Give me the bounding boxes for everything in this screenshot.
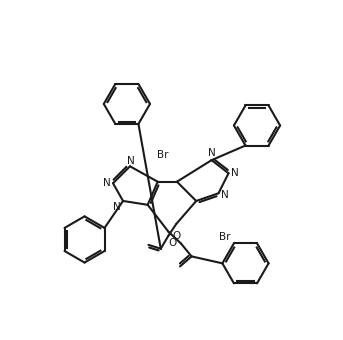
Text: O: O [172,231,180,241]
Text: N: N [221,190,228,200]
Text: N: N [127,155,134,166]
Text: N: N [208,148,215,158]
Text: Br: Br [219,232,231,242]
Text: N: N [113,202,121,212]
Text: N: N [231,168,239,178]
Text: N: N [103,178,111,188]
Text: Br: Br [157,150,168,160]
Text: O: O [169,238,177,248]
